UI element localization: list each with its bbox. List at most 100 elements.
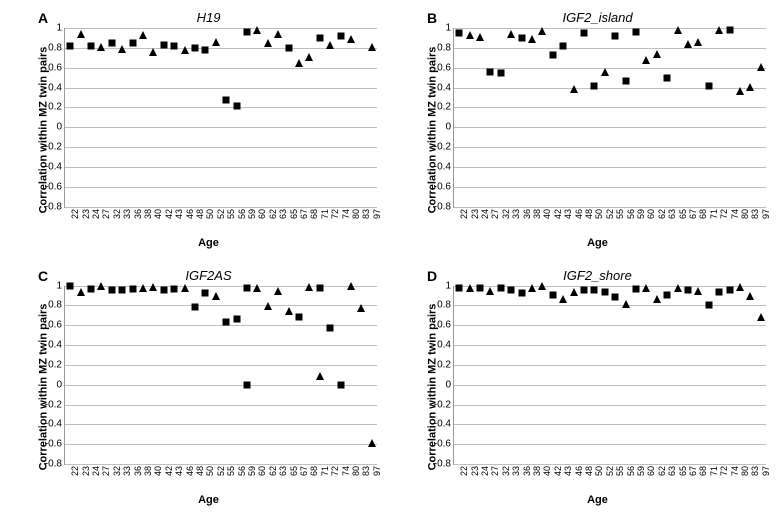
triangle-marker: [118, 45, 126, 53]
square-marker: [171, 286, 178, 293]
square-marker: [233, 103, 240, 110]
triangle-marker: [149, 283, 157, 291]
ytick-label: -0.8: [434, 201, 454, 212]
square-marker: [685, 287, 692, 294]
triangle-marker: [77, 288, 85, 296]
square-marker: [119, 287, 126, 294]
panel-letter: C: [38, 268, 48, 284]
xtick-label: 27: [490, 466, 500, 476]
xtick-label: 63: [667, 209, 677, 219]
gridline: [454, 88, 766, 89]
square-marker: [223, 319, 230, 326]
gridline: [454, 167, 766, 168]
xtick-label: 59: [636, 209, 646, 219]
plot-area: -0.8-0.6-0.4-0.200.20.40.60.812223242732…: [64, 286, 377, 494]
xtick-label: 68: [309, 209, 319, 219]
triangle-marker: [653, 50, 661, 58]
xtick-label: 46: [574, 466, 584, 476]
ytick-label: 0.8: [437, 300, 454, 311]
triangle-marker: [97, 282, 105, 290]
gridline: [454, 48, 766, 49]
xtick-label: 55: [615, 209, 625, 219]
ytick-label: 0.6: [48, 320, 65, 331]
gridline: [454, 385, 766, 386]
panel-B: Correlation within MZ twin pairsBIGF2_is…: [399, 10, 770, 250]
xtick-label: 46: [185, 209, 195, 219]
xtick-label: 46: [185, 466, 195, 476]
xtick-label: 80: [740, 466, 750, 476]
xtick-label: 60: [646, 209, 656, 219]
square-marker: [633, 286, 640, 293]
x-axis-label: Age: [36, 493, 381, 507]
square-marker: [591, 82, 598, 89]
gridline: [65, 424, 377, 425]
ytick-label: 0.8: [48, 42, 65, 53]
gridline: [454, 147, 766, 148]
triangle-marker: [274, 287, 282, 295]
xtick-label: 36: [522, 209, 532, 219]
triangle-marker: [253, 26, 261, 34]
xtick-label: 33: [511, 209, 521, 219]
xtick-label: 67: [299, 209, 309, 219]
xtick-label: 67: [688, 466, 698, 476]
panel-A: Correlation within MZ twin pairsAH19-0.8…: [10, 10, 381, 250]
ytick-label: 0.4: [48, 340, 65, 351]
triangle-marker: [264, 39, 272, 47]
square-marker: [633, 28, 640, 35]
xtick-label: 74: [341, 466, 351, 476]
xtick-label: 52: [605, 466, 615, 476]
xtick-label: 24: [91, 209, 101, 219]
ytick-label: -0.6: [434, 439, 454, 450]
ytick-label: 0.2: [437, 102, 454, 113]
triangle-marker: [757, 313, 765, 321]
chart-region: -0.8-0.6-0.4-0.200.20.40.60.812223242732…: [453, 286, 766, 466]
square-marker: [327, 325, 334, 332]
square-marker: [160, 287, 167, 294]
ytick-label: 0.4: [437, 340, 454, 351]
triangle-marker: [528, 35, 536, 43]
triangle-marker: [694, 287, 702, 295]
panel-letter: A: [38, 10, 48, 26]
triangle-marker: [347, 35, 355, 43]
xtick-label: 33: [122, 466, 132, 476]
xtick-label: 50: [205, 466, 215, 476]
xtick-label: 83: [361, 209, 371, 219]
triangle-marker: [736, 87, 744, 95]
ytick-label: 1: [56, 280, 65, 291]
ytick-label: -0.2: [45, 142, 65, 153]
triangle-marker: [295, 59, 303, 67]
gridline: [454, 405, 766, 406]
ytick-label: 0.4: [48, 82, 65, 93]
xtick-label: 65: [678, 466, 688, 476]
xtick-label: 52: [216, 466, 226, 476]
ytick-label: -0.8: [45, 201, 65, 212]
xtick-label: 23: [81, 466, 91, 476]
xtick-label: 24: [480, 466, 490, 476]
square-marker: [223, 97, 230, 104]
xtick-label: 23: [470, 209, 480, 219]
x-axis-label: Age: [425, 236, 770, 250]
triangle-marker: [757, 63, 765, 71]
xtick-label: 33: [122, 209, 132, 219]
xtick-label: 65: [289, 466, 299, 476]
gridline: [454, 424, 766, 425]
xtick-label: 40: [153, 466, 163, 476]
triangle-marker: [642, 284, 650, 292]
gridline: [65, 405, 377, 406]
xtick-label: 32: [501, 209, 511, 219]
triangle-marker: [570, 85, 578, 93]
triangle-marker: [570, 288, 578, 296]
triangle-marker: [97, 43, 105, 51]
triangle-marker: [559, 295, 567, 303]
triangle-marker: [476, 33, 484, 41]
square-marker: [192, 44, 199, 51]
ytick-label: 1: [445, 23, 454, 34]
square-marker: [601, 289, 608, 296]
gridline: [454, 325, 766, 326]
xtick-label: 52: [605, 209, 615, 219]
gridline: [454, 345, 766, 346]
ytick-label: -0.4: [45, 161, 65, 172]
ytick-label: -0.2: [434, 142, 454, 153]
square-marker: [129, 39, 136, 46]
xtick-label: 80: [351, 466, 361, 476]
